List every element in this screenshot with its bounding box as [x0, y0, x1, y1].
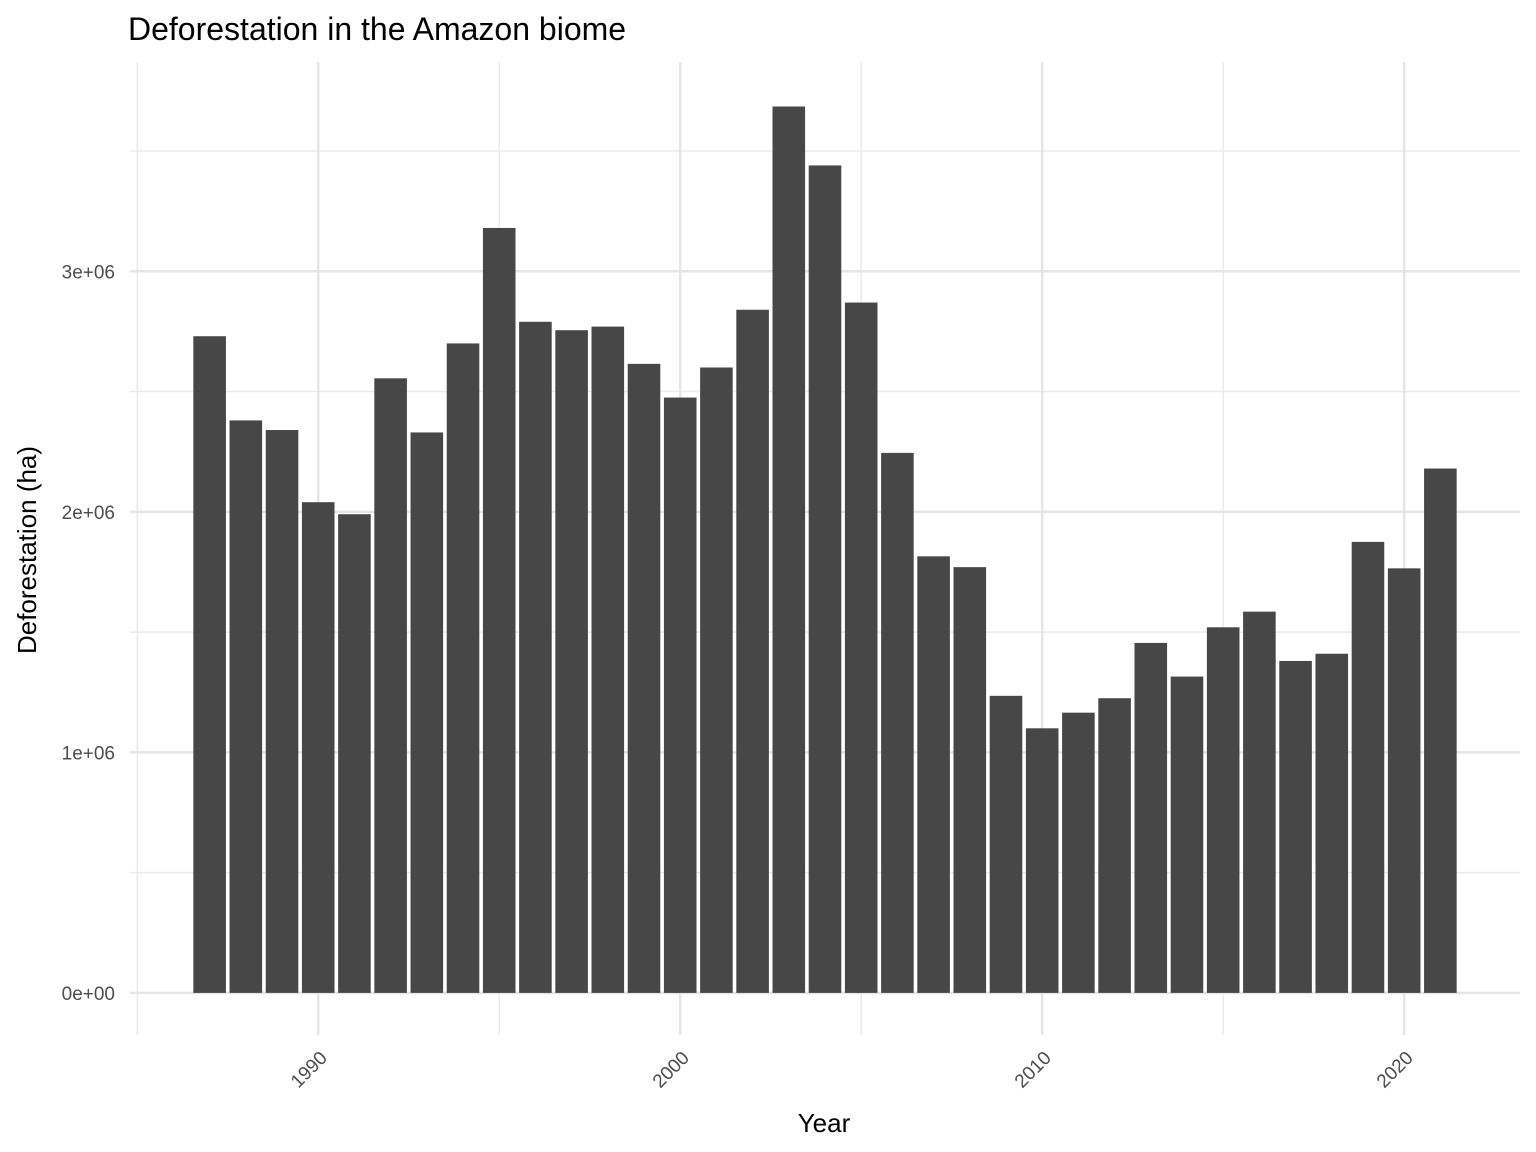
- bar: [1315, 653, 1349, 993]
- bar: [482, 227, 516, 993]
- bar: [772, 106, 806, 993]
- y-tick-label: 2e+06: [62, 503, 115, 524]
- bar: [301, 502, 335, 993]
- x-tick-label: 1990: [287, 1048, 332, 1093]
- bar: [881, 452, 914, 993]
- bar: [1134, 642, 1168, 993]
- bar: [1351, 541, 1385, 993]
- bar: [265, 430, 299, 993]
- bar: [917, 556, 950, 993]
- y-axis-title: Deforestation (ha): [12, 446, 42, 654]
- bar: [627, 363, 661, 993]
- bar: [1062, 712, 1095, 993]
- bar: [338, 514, 371, 993]
- bar: [410, 432, 444, 993]
- x-tick-label: 2000: [649, 1048, 694, 1093]
- bar: [1206, 627, 1240, 993]
- bar: [193, 336, 226, 993]
- y-tick-label: 3e+06: [62, 262, 115, 283]
- bar: [1243, 611, 1276, 993]
- bar: [663, 397, 697, 993]
- bar: [1170, 676, 1204, 993]
- x-tick-label: 2020: [1373, 1048, 1418, 1093]
- bar: [1025, 728, 1059, 993]
- bar: [736, 309, 769, 993]
- bar: [591, 326, 625, 993]
- bar: [989, 695, 1023, 993]
- y-tick-label: 0e+00: [62, 984, 115, 1005]
- x-axis-title: Year: [798, 1108, 851, 1138]
- bar: [1279, 660, 1312, 993]
- bar: [374, 378, 407, 993]
- chart-title: Deforestation in the Amazon biome: [128, 11, 626, 47]
- bar: [1387, 568, 1421, 993]
- bar: [700, 367, 733, 993]
- bar: [844, 302, 878, 993]
- bar: [519, 321, 552, 993]
- bar: [1098, 698, 1131, 993]
- bar: [446, 343, 480, 993]
- bar: [1424, 468, 1457, 993]
- bar: [808, 165, 842, 993]
- bar: [953, 567, 987, 993]
- bar: [555, 330, 588, 993]
- bar: [229, 420, 263, 993]
- y-tick-label: 1e+06: [62, 743, 115, 764]
- x-tick-label: 2010: [1011, 1048, 1056, 1093]
